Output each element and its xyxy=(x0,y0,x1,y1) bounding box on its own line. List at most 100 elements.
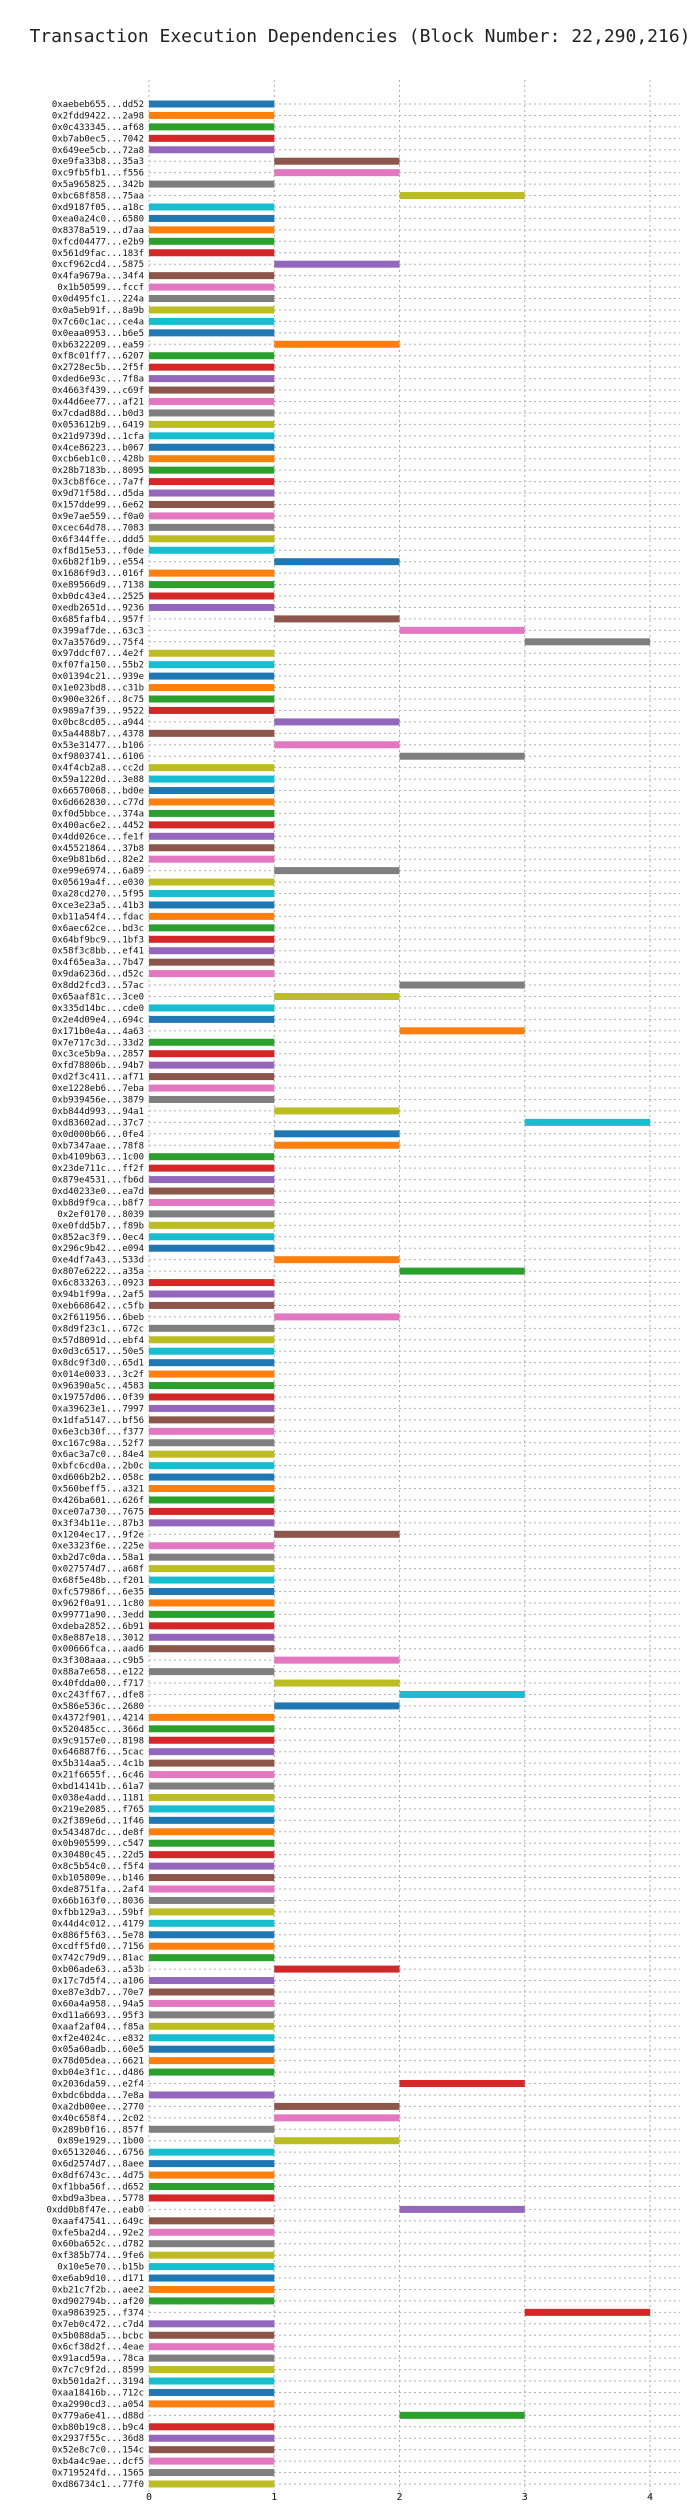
dependency-bar xyxy=(149,1576,275,1584)
dependency-bar xyxy=(149,478,275,486)
y-tick-label: 0x7eb0c472...c7d4 xyxy=(52,2320,144,2330)
y-tick-label: 0x6d2574d7...8aee xyxy=(52,2160,144,2170)
chart-title: Transaction Execution Dependencies (Bloc… xyxy=(29,26,690,47)
y-tick-label: 0x6cf38d2f...4eae xyxy=(52,2343,144,2353)
dependency-bar xyxy=(274,1965,400,1973)
dependency-bar xyxy=(149,1404,275,1412)
dependency-bar xyxy=(274,1256,400,1264)
y-tick-label: 0xb0dc43e4...2525 xyxy=(52,592,144,602)
y-tick-label: 0x561d9fac...183f xyxy=(52,249,144,259)
dependency-bar xyxy=(149,1382,275,1390)
y-tick-label: 0x520485cc...366d xyxy=(52,1725,144,1735)
y-tick-label: 0x7cdad88d...b0d3 xyxy=(52,409,144,419)
y-tick-label: 0xa9863925...f374 xyxy=(52,2308,144,2318)
y-tick-label: 0xfc57986f...6e35 xyxy=(52,1588,144,1598)
y-tick-label: 0x65132046...6756 xyxy=(52,2148,144,2158)
y-tick-label: 0x157dde99...6e62 xyxy=(52,500,144,510)
dependency-bar xyxy=(149,2388,275,2396)
y-tick-label: 0xb21c7f2b...aee2 xyxy=(52,2285,144,2295)
y-tick-label: 0x7c60c1ac...ce4a xyxy=(52,317,144,327)
y-tick-label: 0xb7347aae...78f8 xyxy=(52,1141,144,1151)
y-tick-label: 0x1204ec17...9f2e xyxy=(52,1530,144,1540)
y-tick-label: 0x30480c45...22d5 xyxy=(52,1851,144,1861)
dependency-bar xyxy=(149,329,275,337)
y-tick-label: 0x1e023bd8...c31b xyxy=(52,684,144,694)
y-tick-label: 0x2937f55c...36d8 xyxy=(52,2434,144,2444)
y-tick-label: 0xde8751fa...2af4 xyxy=(52,1885,144,1895)
y-tick-label: 0xc167c98a...52f7 xyxy=(52,1439,144,1449)
dependency-bar xyxy=(149,1793,275,1801)
dependency-bar xyxy=(149,2331,275,2339)
y-tick-label: 0xdd0b8f47e...eab0 xyxy=(46,2205,144,2215)
dependency-bar xyxy=(149,432,275,440)
dependency-bar xyxy=(524,638,650,646)
dependency-bar xyxy=(149,1221,275,1229)
y-tick-label: 0xfbb129a3...59bf xyxy=(52,1908,144,1918)
y-tick-label: 0x8c5b54c0...f5f4 xyxy=(52,1862,144,1872)
dependency-bar xyxy=(149,1999,275,2007)
y-tick-label: 0x2f611956...6beb xyxy=(52,1313,144,1323)
dependency-bar xyxy=(149,1816,275,1824)
dependency-bar xyxy=(149,2011,275,2019)
y-tick-label: 0xb11a54f4...fdac xyxy=(52,912,144,922)
y-tick-label: 0x6ac3a7c0...84e4 xyxy=(52,1450,144,1460)
y-tick-label: 0x44d6ee77...af21 xyxy=(52,398,144,408)
y-tick-label: 0x426ba601...626f xyxy=(52,1496,144,1506)
y-tick-label: 0x7c7c9f2d...8599 xyxy=(52,2366,144,2376)
y-tick-label: 0x335d14bc...cde0 xyxy=(52,1004,144,1014)
dependency-bar xyxy=(149,1713,275,1721)
dependency-bar xyxy=(149,1668,275,1676)
y-tick-label: 0xe0fdd5b7...f89b xyxy=(52,1221,144,1231)
y-tick-label: 0xcb6eb1c0...428b xyxy=(52,455,144,465)
dependency-bar xyxy=(149,2400,275,2408)
y-tick-label: 0x4f65ea3a...7b47 xyxy=(52,958,144,968)
y-tick-label: 0x4f4cb2a8...cc2d xyxy=(52,764,144,774)
y-tick-label: 0xb2d7c0da...58a1 xyxy=(52,1553,144,1563)
dependency-bar xyxy=(149,2457,275,2465)
dependency-bar xyxy=(149,603,275,611)
y-tick-label: 0xf9803741...6106 xyxy=(52,752,144,762)
dependency-bar xyxy=(149,295,275,303)
y-tick-label: 0x59a1220d...3e88 xyxy=(52,775,144,785)
dependency-bar xyxy=(149,1977,275,1985)
dependency-bar xyxy=(149,787,275,795)
dependency-bar xyxy=(149,1507,275,1515)
dependency-bar xyxy=(274,1656,400,1664)
dependency-bar xyxy=(149,2022,275,2030)
dependency-bar xyxy=(149,1450,275,1458)
dependency-bar xyxy=(149,1233,275,1241)
y-tick-label: 0xb4a4c9ae...dcf5 xyxy=(52,2457,144,2467)
y-tick-label: 0x10e5e70...b15b xyxy=(57,2263,144,2273)
y-tick-label: 0xe87e3db7...70e7 xyxy=(52,1988,144,1998)
dependency-bar xyxy=(149,2091,275,2099)
y-tick-label: 0xe6ab9d10...d171 xyxy=(52,2274,144,2284)
y-tick-label: 0xeb668642...c5fb xyxy=(52,1301,144,1311)
y-tick-label: 0xfe5ba2d4...92e2 xyxy=(52,2228,144,2238)
dependency-bar xyxy=(149,947,275,955)
y-tick-label: 0xd902794b...af20 xyxy=(52,2297,144,2307)
x-tick-label: 0 xyxy=(146,2492,152,2503)
y-tick-label: 0x4ce86223...b067 xyxy=(52,443,144,453)
y-tick-label: 0xf1bba56f...d652 xyxy=(52,2183,144,2193)
dependency-bar xyxy=(149,1782,275,1790)
dependency-bar xyxy=(149,970,275,978)
y-tick-label: 0xb105809e...b146 xyxy=(52,1874,144,1884)
y-tick-label: 0x91acd59a...78ca xyxy=(52,2354,144,2364)
y-tick-label: 0x5a965825...342b xyxy=(52,180,144,190)
dependency-bar xyxy=(149,2354,275,2362)
dependency-bar xyxy=(149,2034,275,2042)
y-tick-label: 0xd11a6693...95f3 xyxy=(52,2011,144,2021)
y-tick-label: 0x99771a90...3edd xyxy=(52,1610,144,1620)
dependency-bar xyxy=(149,1588,275,1595)
y-tick-label: 0x6c833263...0923 xyxy=(52,1279,144,1289)
y-tick-label: 0xdeba2852...6b91 xyxy=(52,1622,144,1632)
y-tick-label: 0xd40233e0...ea7d xyxy=(52,1187,144,1197)
y-tick-label: 0xe9b81b6d...82e2 xyxy=(52,855,144,865)
y-tick-label: 0xf8d15e53...f0de xyxy=(52,546,144,556)
y-tick-label: 0x8df6743c...4d75 xyxy=(52,2171,144,2181)
dependency-bar xyxy=(149,798,275,806)
y-tick-label: 0xaa18416b...712c xyxy=(52,2388,144,2398)
y-tick-label: 0x8dd2fcd3...57ac xyxy=(52,981,144,991)
y-tick-label: 0xa28cd270...5f95 xyxy=(52,890,144,900)
y-tick-label: 0x9da6236d...d52c xyxy=(52,970,144,980)
